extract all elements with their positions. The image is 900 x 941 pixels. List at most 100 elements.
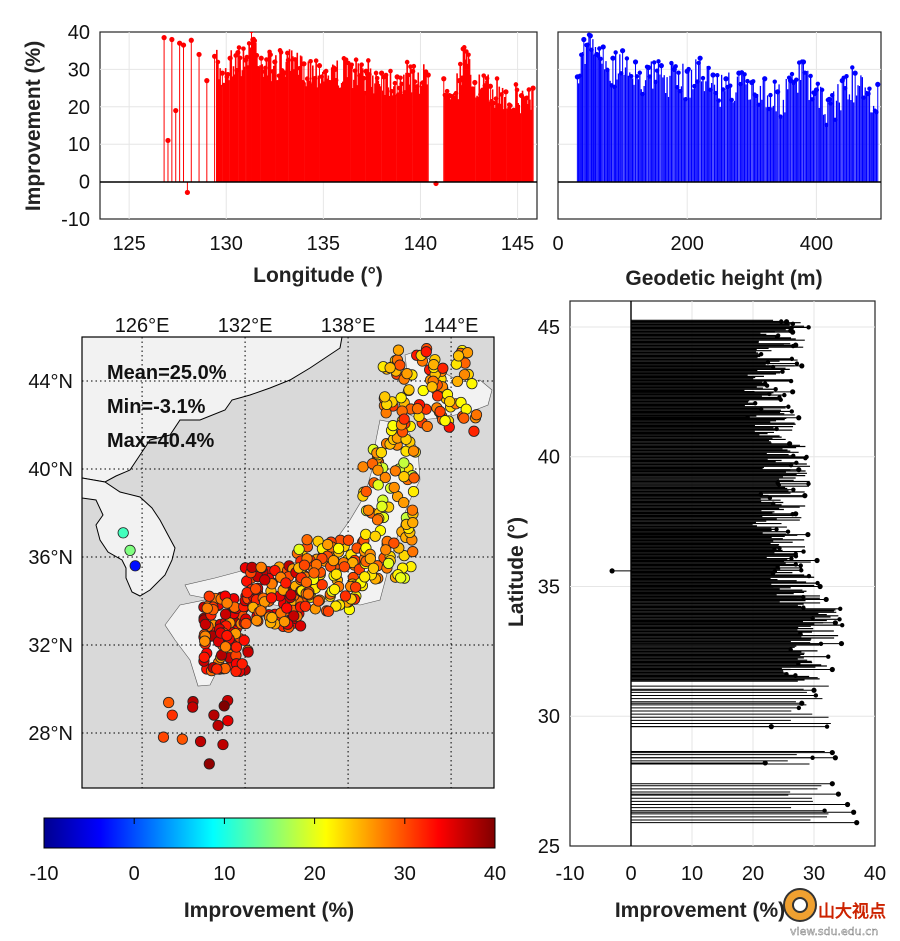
station-point bbox=[203, 590, 215, 602]
data-point bbox=[292, 57, 298, 62]
data-point bbox=[768, 724, 774, 730]
station-point bbox=[199, 618, 211, 631]
data-point bbox=[838, 640, 845, 647]
data-point bbox=[362, 90, 368, 96]
data-point bbox=[637, 70, 643, 75]
data-point bbox=[595, 53, 601, 58]
data-point bbox=[716, 98, 721, 103]
data-point bbox=[511, 107, 516, 113]
data-point bbox=[796, 467, 802, 473]
data-point bbox=[826, 654, 831, 659]
data-point bbox=[481, 73, 487, 78]
data-point bbox=[466, 52, 471, 58]
data-point bbox=[459, 75, 465, 81]
data-point bbox=[184, 189, 190, 196]
station-point bbox=[437, 362, 449, 374]
data-point bbox=[624, 56, 630, 61]
data-point bbox=[867, 86, 872, 91]
data-point bbox=[756, 102, 762, 108]
station-point bbox=[238, 634, 250, 646]
data-point bbox=[762, 381, 768, 386]
data-point bbox=[492, 107, 498, 113]
data-point bbox=[861, 95, 866, 100]
lat-tick-label: 32°N bbox=[28, 635, 73, 657]
data-point bbox=[785, 529, 791, 534]
station-point bbox=[394, 359, 406, 371]
data-point bbox=[729, 97, 734, 103]
data-point bbox=[796, 661, 801, 666]
station-point bbox=[322, 538, 334, 551]
lat-tick-label: 44°N bbox=[28, 371, 73, 393]
data-point bbox=[823, 596, 829, 603]
data-point bbox=[767, 495, 773, 501]
data-point bbox=[644, 64, 650, 70]
data-point bbox=[805, 531, 811, 538]
station-point bbox=[302, 588, 314, 600]
data-point bbox=[745, 415, 750, 420]
station-point bbox=[451, 375, 464, 388]
station-point bbox=[398, 413, 410, 425]
data-point bbox=[453, 90, 459, 96]
data-point bbox=[753, 93, 759, 99]
data-point bbox=[264, 57, 269, 62]
xtick-label: 125 bbox=[112, 233, 145, 255]
data-point bbox=[808, 73, 813, 79]
data-point bbox=[695, 79, 700, 84]
data-point bbox=[219, 70, 225, 76]
data-point bbox=[312, 76, 318, 81]
data-point bbox=[832, 117, 838, 123]
data-point bbox=[353, 57, 359, 63]
station-point bbox=[176, 733, 188, 745]
data-point bbox=[782, 392, 787, 398]
xtick-label: 130 bbox=[210, 233, 243, 255]
data-point bbox=[254, 53, 260, 58]
map-stat-mean: Mean=25.0% bbox=[107, 362, 227, 384]
station-point bbox=[434, 405, 446, 418]
xtick-label: 20 bbox=[742, 863, 764, 885]
data-point bbox=[331, 65, 337, 71]
station-point bbox=[364, 553, 376, 565]
station-point bbox=[367, 562, 380, 574]
station-point bbox=[375, 446, 387, 459]
data-point bbox=[651, 60, 657, 65]
station-point bbox=[380, 544, 392, 556]
data-point bbox=[789, 71, 795, 77]
data-point bbox=[790, 389, 796, 395]
data-point bbox=[343, 57, 349, 63]
station-point bbox=[230, 641, 243, 653]
ytick-label: 40 bbox=[68, 22, 90, 44]
data-point bbox=[236, 45, 242, 50]
data-point bbox=[784, 671, 789, 677]
data-point bbox=[244, 54, 250, 60]
station-point bbox=[389, 465, 401, 477]
data-point bbox=[745, 78, 750, 84]
station-point bbox=[407, 445, 420, 457]
data-point bbox=[233, 53, 238, 58]
data-point bbox=[669, 60, 674, 66]
data-point bbox=[818, 641, 824, 647]
data-point bbox=[300, 80, 306, 85]
station-point bbox=[371, 514, 384, 526]
data-point bbox=[865, 91, 871, 97]
latitude-plot-ylabel: Latitude (°) bbox=[505, 517, 528, 627]
lon-tick-label: 132°E bbox=[218, 315, 273, 337]
station-point bbox=[376, 500, 388, 512]
station-point bbox=[298, 559, 310, 571]
data-point bbox=[801, 549, 806, 554]
data-point bbox=[161, 35, 167, 41]
data-point bbox=[307, 80, 312, 86]
station-point bbox=[280, 577, 292, 589]
ytick-label: 40 bbox=[538, 447, 560, 469]
data-point bbox=[411, 63, 417, 69]
latitude-plot-xticks: -10 0 10 20 30 40 bbox=[556, 863, 887, 885]
data-point bbox=[835, 791, 842, 797]
data-point bbox=[634, 74, 640, 79]
data-point bbox=[619, 71, 624, 76]
station-point bbox=[350, 581, 362, 593]
data-point bbox=[270, 69, 276, 74]
ytick-label: 30 bbox=[68, 59, 90, 81]
data-point bbox=[333, 77, 339, 83]
data-point bbox=[793, 551, 798, 557]
data-point bbox=[829, 93, 835, 98]
